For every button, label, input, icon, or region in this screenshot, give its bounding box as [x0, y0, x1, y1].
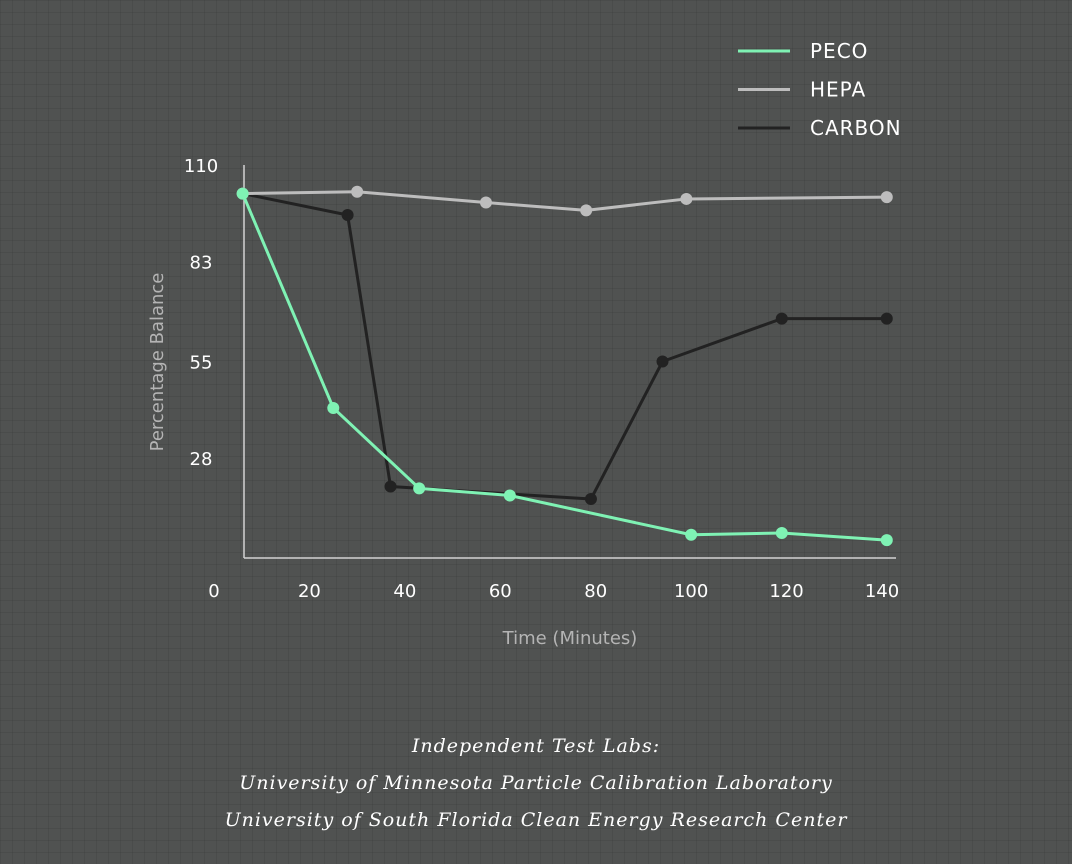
y-tick-label-55: 55	[190, 353, 213, 374]
data-point-peco-4	[685, 528, 698, 541]
y-tick-label-83: 83	[190, 252, 213, 273]
x-tick-label-100: 100	[674, 581, 708, 602]
credits-lab-minnesota: University of Minnesota Particle Calibra…	[239, 772, 833, 794]
x-tick-label-20: 20	[298, 581, 321, 602]
data-point-peco-6	[880, 534, 893, 547]
data-point-carbon-1	[341, 209, 354, 222]
credits-lab-south-florida: University of South Florida Clean Energy…	[224, 809, 848, 831]
legend: PECO HEPA CARBON	[738, 39, 902, 140]
data-point-hepa-1	[351, 185, 364, 198]
x-tick-label-140: 140	[865, 581, 899, 602]
x-tick-label-0: 0	[208, 581, 219, 602]
x-tick-label-80: 80	[584, 581, 607, 602]
data-point-hepa-3	[580, 204, 593, 217]
legend-label-peco: PECO	[810, 39, 868, 63]
data-point-peco-0	[236, 187, 249, 200]
y-axis-title: Percentage Balance	[147, 273, 168, 452]
data-point-peco-1	[327, 401, 340, 414]
legend-label-carbon: CARBON	[810, 116, 902, 140]
legend-label-hepa: HEPA	[810, 78, 866, 102]
x-tick-label-60: 60	[489, 581, 512, 602]
data-point-hepa-2	[479, 196, 492, 209]
data-point-carbon-3	[584, 493, 597, 506]
series-line-carbon	[241, 192, 889, 501]
axes: 0 20 40 60 80 100 120 140 28 55 83 110	[184, 156, 899, 602]
series-carbon	[236, 187, 893, 506]
data-point-hepa-4	[680, 192, 693, 205]
y-tick-label-28: 28	[190, 449, 213, 470]
data-point-carbon-6	[880, 312, 893, 325]
data-point-carbon-5	[775, 312, 788, 325]
data-point-peco-3	[503, 489, 516, 502]
x-tick-label-120: 120	[769, 581, 803, 602]
data-point-carbon-2	[384, 480, 397, 493]
x-tick-label-40: 40	[393, 581, 416, 602]
data-point-peco-2	[413, 482, 426, 495]
data-point-peco-5	[775, 526, 788, 539]
series-line-hepa	[241, 190, 889, 212]
credits-heading: Independent Test Labs:	[411, 735, 661, 757]
series-peco	[236, 187, 893, 547]
y-tick-label-110: 110	[184, 156, 218, 177]
data-point-carbon-4	[656, 355, 669, 368]
x-axis-title: Time (Minutes)	[502, 628, 638, 649]
series-line-peco	[241, 192, 889, 542]
credits: Independent Test Labs: University of Min…	[0, 728, 1072, 839]
data-point-hepa-5	[880, 191, 893, 204]
series-layer	[236, 185, 893, 547]
